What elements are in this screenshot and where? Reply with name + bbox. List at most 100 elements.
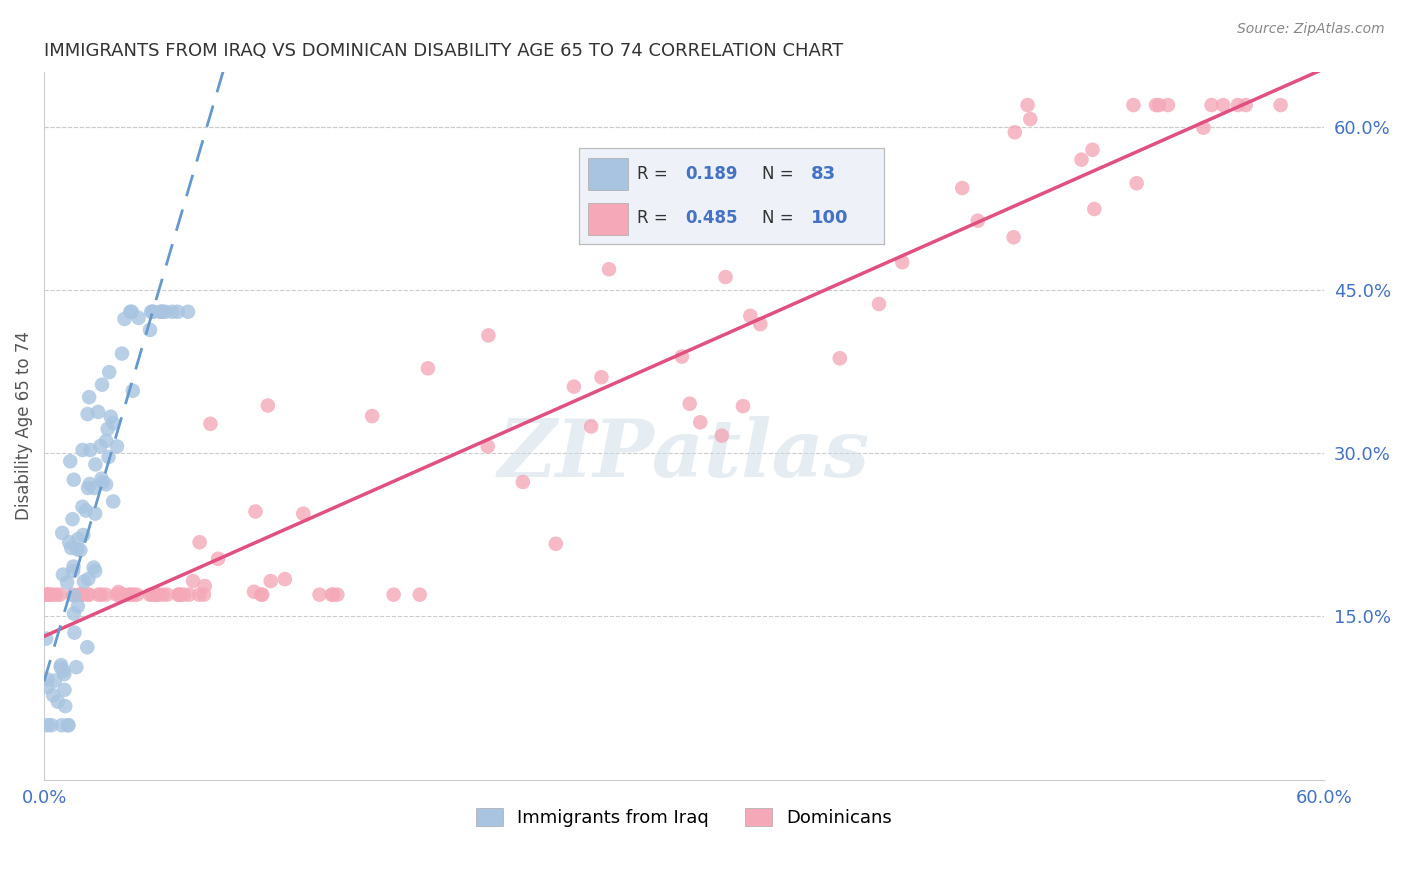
Point: [125, 588, 148, 602]
Point: [579, 419, 602, 434]
Point: [243, 584, 266, 599]
Point: [87, 588, 110, 602]
Point: [84, 564, 107, 578]
Point: [122, 588, 145, 602]
Point: [322, 588, 344, 602]
Point: [63, 607, 86, 621]
Point: [51, 718, 73, 732]
Point: [193, 588, 215, 602]
Point: [598, 262, 620, 277]
Point: [1019, 112, 1042, 126]
Point: [544, 537, 567, 551]
Point: [94, 477, 117, 491]
Point: [177, 588, 200, 602]
Point: [117, 588, 139, 602]
Point: [145, 588, 167, 602]
Point: [58, 718, 80, 732]
Point: [156, 588, 179, 602]
Point: [42, 688, 65, 702]
Point: [120, 588, 142, 602]
Point: [749, 317, 772, 331]
Text: N =: N =: [762, 210, 793, 227]
Point: [69, 543, 91, 558]
Point: [72, 588, 94, 602]
Point: [710, 428, 733, 442]
Point: [162, 305, 184, 319]
Point: [108, 588, 131, 602]
Point: [66, 542, 89, 557]
Point: [46, 695, 69, 709]
Point: [91, 475, 114, 490]
Point: [139, 305, 162, 319]
Text: N =: N =: [762, 165, 793, 183]
Point: [181, 574, 204, 588]
Point: [53, 699, 76, 714]
Point: [321, 588, 343, 602]
Point: [950, 181, 973, 195]
Point: [121, 305, 143, 319]
Point: [477, 328, 499, 343]
Point: [477, 439, 499, 453]
Point: [326, 588, 349, 602]
Point: [1125, 176, 1147, 190]
Point: [76, 640, 98, 655]
Point: [62, 473, 84, 487]
Point: [416, 361, 439, 376]
Point: [49, 588, 72, 602]
Point: [66, 599, 89, 614]
Point: [100, 409, 122, 424]
Text: 83: 83: [811, 165, 837, 183]
Point: [188, 535, 211, 549]
Point: [89, 439, 111, 453]
Point: [60, 588, 83, 602]
Point: [79, 443, 101, 458]
Point: [79, 477, 101, 491]
Point: [105, 588, 128, 602]
Point: [96, 434, 118, 448]
Point: [73, 574, 96, 589]
Text: 0.485: 0.485: [686, 210, 738, 227]
Point: [53, 682, 76, 697]
Point: [139, 588, 162, 602]
Point: [257, 399, 280, 413]
Point: [72, 528, 94, 542]
Point: [62, 559, 84, 574]
Text: R =: R =: [637, 210, 668, 227]
Point: [562, 379, 585, 393]
Point: [75, 503, 97, 517]
Point: [77, 390, 100, 404]
Point: [83, 481, 105, 495]
Text: ZIPatlas: ZIPatlas: [498, 416, 870, 493]
Point: [83, 560, 105, 574]
Point: [49, 658, 72, 673]
Point: [740, 309, 762, 323]
Point: [44, 673, 66, 688]
Point: [39, 588, 62, 602]
Point: [37, 588, 59, 602]
Point: [188, 588, 211, 602]
Point: [51, 525, 73, 540]
Point: [671, 350, 693, 364]
Point: [146, 588, 169, 602]
Point: [77, 481, 100, 495]
Point: [245, 504, 267, 518]
Point: [146, 588, 169, 602]
Point: [91, 377, 114, 392]
Point: [111, 588, 134, 602]
Point: [1157, 98, 1180, 112]
Point: [679, 397, 702, 411]
Point: [65, 660, 87, 674]
Point: [308, 588, 330, 602]
Point: [142, 305, 165, 319]
Point: [1070, 153, 1092, 167]
Point: [1002, 230, 1025, 244]
Point: [62, 564, 84, 578]
Point: [260, 574, 283, 588]
Point: [101, 416, 124, 430]
Point: [1122, 98, 1144, 112]
Point: [194, 579, 217, 593]
Point: [966, 213, 988, 227]
Point: [111, 346, 134, 360]
Point: [828, 351, 851, 366]
Point: [169, 588, 191, 602]
